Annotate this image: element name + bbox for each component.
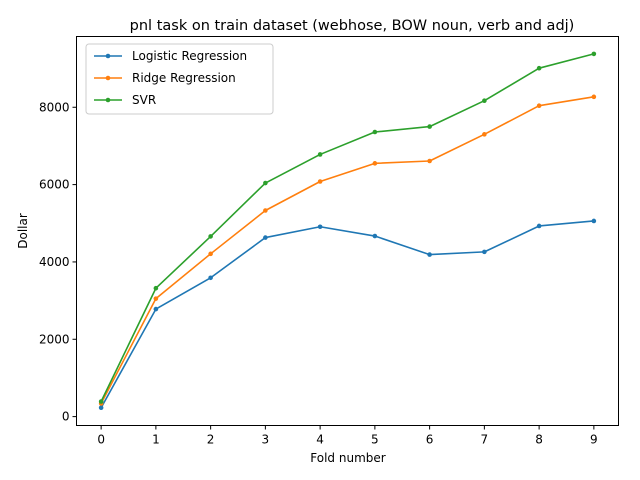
legend-marker <box>105 53 111 59</box>
data-point <box>208 234 213 239</box>
data-point <box>263 208 268 213</box>
legend-label: Ridge Regression <box>132 71 236 85</box>
data-point <box>536 65 542 71</box>
x-axis: 0 1 2 3 4 5 6 7 8 9 <box>97 425 598 447</box>
data-point <box>427 124 432 129</box>
data-point <box>427 158 432 164</box>
legend-marker <box>105 97 111 103</box>
data-point <box>263 235 268 240</box>
y-tick-label: 2000 <box>39 332 70 346</box>
chart-title: pnl task on train dataset (webhose, BOW … <box>130 18 575 34</box>
x-tick-label: 6 <box>426 433 434 447</box>
x-axis-label: Fold number <box>310 451 385 465</box>
x-tick-label: 5 <box>371 433 379 447</box>
x-tick-label: 9 <box>590 433 598 447</box>
axes-frame <box>76 36 619 426</box>
data-point <box>372 129 378 135</box>
plot-area <box>98 51 597 411</box>
data-point <box>482 249 487 255</box>
x-tick-label: 0 <box>97 433 105 447</box>
y-axis: 0 2000 4000 6000 8000 <box>39 100 77 424</box>
data-point <box>263 180 268 186</box>
x-tick-label: 8 <box>535 433 543 447</box>
data-point <box>536 103 542 109</box>
legend: Logistic Regression Ridge Regression SVR <box>85 43 274 115</box>
data-point <box>317 224 323 230</box>
y-tick-label: 6000 <box>39 178 70 192</box>
data-point <box>153 285 159 291</box>
legend-label: SVR <box>132 93 156 107</box>
data-point <box>482 132 487 137</box>
y-tick-label: 8000 <box>39 100 70 114</box>
data-point <box>317 152 323 157</box>
legend-label: Logistic Regression <box>132 49 247 63</box>
x-tick-label: 7 <box>481 433 489 447</box>
data-point <box>317 179 323 184</box>
data-point <box>153 306 159 312</box>
x-tick-label: 4 <box>316 433 324 447</box>
legend-box <box>85 43 274 115</box>
series-line-1 <box>100 96 594 404</box>
data-point <box>591 51 597 57</box>
series-line-0 <box>100 220 594 409</box>
x-tick-label: 3 <box>262 433 270 447</box>
data-point <box>372 233 378 239</box>
y-axis-label: Dollar <box>16 213 30 249</box>
x-tick-label: 2 <box>207 433 215 447</box>
legend-marker <box>105 75 111 81</box>
data-point <box>208 275 213 281</box>
data-point <box>98 399 104 404</box>
data-point <box>591 94 597 100</box>
data-point <box>153 296 159 301</box>
y-tick-label: 4000 <box>39 255 70 269</box>
data-point <box>482 98 487 103</box>
x-tick-label: 1 <box>152 433 160 447</box>
y-tick-label: 0 <box>62 410 70 424</box>
data-point <box>591 218 597 224</box>
data-point <box>208 251 213 257</box>
data-point <box>427 252 432 257</box>
data-point <box>536 223 542 229</box>
data-point <box>98 405 104 411</box>
series-line-2 <box>100 53 595 402</box>
data-point <box>372 161 378 166</box>
